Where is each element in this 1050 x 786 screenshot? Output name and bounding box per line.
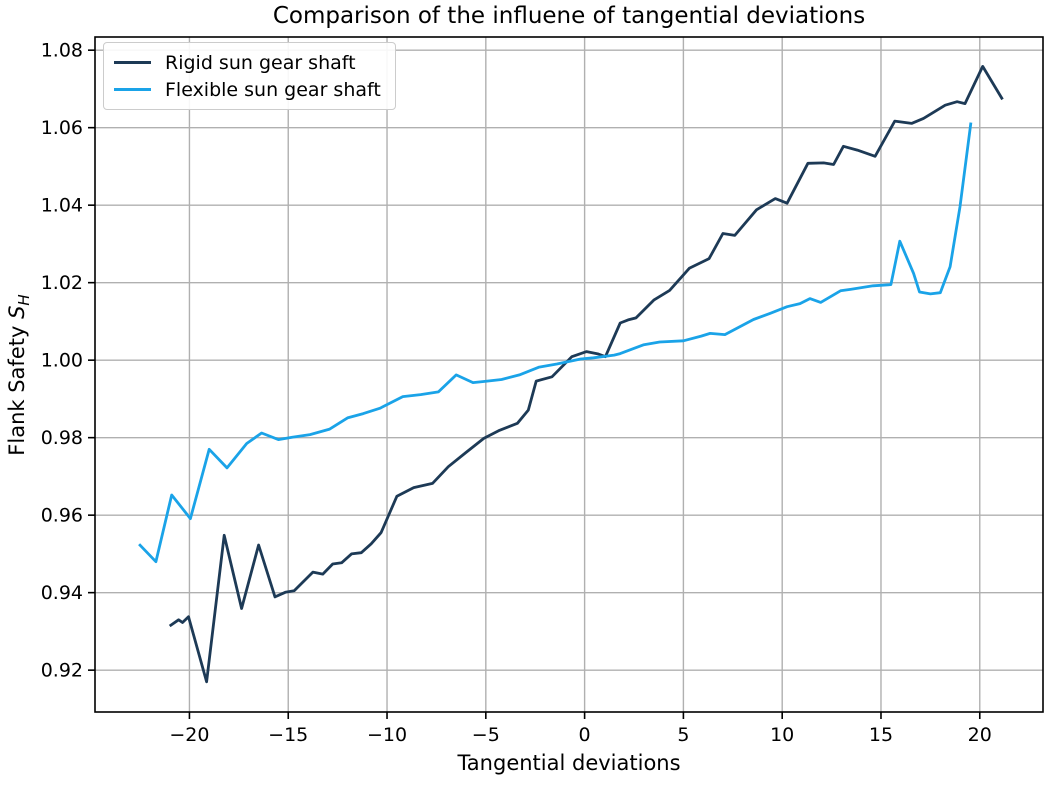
y-tick-label: 1.06 bbox=[41, 117, 83, 139]
y-axis-label: Flank Safety SH bbox=[5, 225, 34, 525]
legend-label-flexible: Flexible sun gear shaft bbox=[165, 78, 381, 101]
y-tick-label: 1.02 bbox=[41, 272, 83, 294]
y-tick-label: 1.00 bbox=[41, 350, 83, 372]
x-tick-label: 15 bbox=[869, 724, 893, 746]
x-tick-label: −15 bbox=[268, 724, 308, 746]
legend-line-swatch-flexible bbox=[114, 88, 151, 91]
x-tick-label: 5 bbox=[677, 724, 689, 746]
x-tick-label: −10 bbox=[367, 724, 407, 746]
legend: Rigid sun gear shaft Flexible sun gear s… bbox=[103, 42, 396, 110]
y-tick-label: 1.08 bbox=[41, 40, 83, 62]
legend-label-rigid: Rigid sun gear shaft bbox=[165, 51, 356, 74]
axes-spines bbox=[94, 36, 1044, 713]
y-tick-label: 0.98 bbox=[41, 427, 83, 449]
x-tick-label: 20 bbox=[968, 724, 992, 746]
x-axis-label: Tangential deviations bbox=[457, 751, 681, 775]
x-tick-label: −5 bbox=[472, 724, 500, 746]
chart-title: Comparison of the influene of tangential… bbox=[272, 3, 866, 29]
x-tick-label: −20 bbox=[169, 724, 209, 746]
y-axis-label-subscript: H bbox=[15, 294, 34, 306]
y-axis-label-text: Flank Safety bbox=[5, 318, 29, 456]
series-line-rigid bbox=[168, 65, 1004, 684]
series-line-flexible bbox=[138, 122, 973, 564]
legend-item-rigid: Rigid sun gear shaft bbox=[114, 49, 381, 76]
y-tick-label: 0.96 bbox=[41, 505, 83, 527]
y-tick-label: 0.92 bbox=[41, 660, 83, 682]
legend-item-flexible: Flexible sun gear shaft bbox=[114, 76, 381, 103]
x-tick-label: 10 bbox=[770, 724, 794, 746]
x-tick-label: 0 bbox=[579, 724, 591, 746]
y-tick-label: 1.04 bbox=[41, 195, 83, 217]
y-tick-label: 0.94 bbox=[41, 582, 83, 604]
legend-line-swatch-rigid bbox=[114, 61, 151, 64]
y-axis-label-symbol: S bbox=[5, 305, 29, 319]
